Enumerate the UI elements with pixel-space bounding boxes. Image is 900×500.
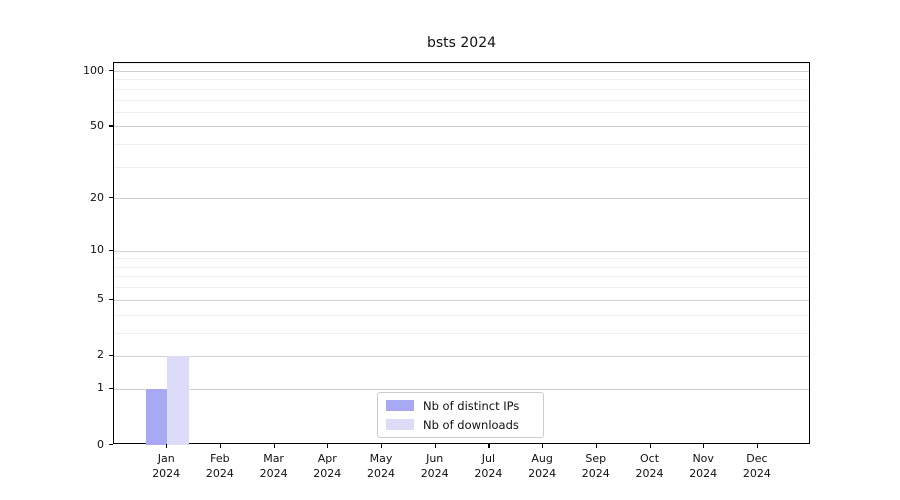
y-tick-label: 2	[97, 348, 104, 362]
y-tick-mark	[109, 70, 113, 72]
y-tick-mark	[109, 354, 113, 357]
gridline-minor	[114, 266, 809, 268]
legend-item-downloads: Nb of downloads	[386, 417, 535, 432]
x-tick-label: Mar 2024	[259, 452, 288, 480]
x-tick-label: Jul 2024	[474, 452, 503, 480]
gridline-minor	[114, 258, 809, 260]
x-tick-mark	[542, 444, 544, 448]
gridline-minor	[114, 287, 809, 289]
gridline-minor	[114, 63, 809, 65]
legend-item-distinct-ips: Nb of distinct IPs	[386, 398, 535, 413]
x-tick-label: Apr 2024	[313, 452, 342, 480]
y-tick-label: 50	[90, 118, 104, 132]
x-tick-mark	[381, 444, 383, 448]
x-tick-label: Dec 2024	[742, 452, 771, 480]
x-tick-label: May 2024	[367, 452, 395, 480]
bar-downloads	[167, 355, 189, 445]
x-tick-label: Oct 2024	[635, 452, 664, 480]
x-tick-label: Sep 2024	[581, 452, 610, 480]
gridline-minor	[114, 99, 809, 101]
y-tick-label: 10	[90, 243, 104, 257]
gridline-major	[114, 355, 809, 357]
x-tick-label: Aug 2024	[528, 452, 557, 480]
y-tick-mark	[109, 387, 113, 390]
legend-swatch-distinct-ips	[386, 400, 414, 411]
x-tick-mark	[327, 444, 329, 448]
legend-swatch-downloads	[386, 419, 414, 430]
y-tick-label: 5	[97, 292, 104, 306]
x-tick-mark	[434, 444, 436, 448]
gridline-major	[114, 126, 809, 128]
bar-distinct-ips	[145, 388, 168, 445]
gridline-minor	[114, 111, 809, 113]
x-tick-mark	[703, 444, 705, 448]
legend-label: Nb of distinct IPs	[423, 398, 520, 413]
x-tick-mark	[488, 444, 490, 448]
y-tick-mark	[109, 249, 113, 251]
x-tick-mark	[595, 444, 597, 448]
gridline-major	[114, 299, 809, 301]
gridline-major	[114, 198, 809, 200]
x-tick-mark	[219, 444, 222, 448]
gridline-major	[114, 71, 809, 72]
x-tick-mark	[273, 444, 275, 448]
y-tick-mark	[109, 298, 113, 300]
plot-area	[113, 62, 810, 445]
gridline-minor	[114, 88, 809, 90]
gridline-minor	[114, 332, 809, 334]
y-tick-mark	[109, 197, 113, 199]
x-tick-mark	[649, 444, 651, 448]
y-tick-label: 1	[97, 381, 104, 395]
gridline-major	[114, 388, 809, 390]
x-tick-label: Jan 2024	[152, 452, 181, 480]
y-tick-label: 100	[83, 63, 104, 77]
gridline-major	[114, 250, 809, 252]
x-tick-label: Nov 2024	[689, 452, 718, 480]
chart-title: bsts 2024	[426, 35, 497, 51]
y-tick-mark	[109, 125, 113, 127]
x-tick-label: Jun 2024	[420, 452, 449, 480]
gridline-minor	[114, 166, 809, 168]
y-tick-mark	[109, 444, 113, 446]
x-tick-mark	[166, 444, 168, 448]
legend-label: Nb of downloads	[423, 417, 519, 432]
gridline-minor	[114, 79, 809, 81]
gridline-minor	[114, 314, 809, 316]
y-tick-label: 20	[90, 190, 104, 204]
gridline-minor	[114, 144, 809, 146]
x-tick-mark	[756, 444, 759, 448]
y-tick-label: 0	[97, 437, 104, 451]
x-tick-label: Feb 2024	[205, 452, 234, 480]
gridline-minor	[114, 276, 809, 278]
legend: Nb of distinct IPs Nb of downloads	[377, 392, 544, 438]
